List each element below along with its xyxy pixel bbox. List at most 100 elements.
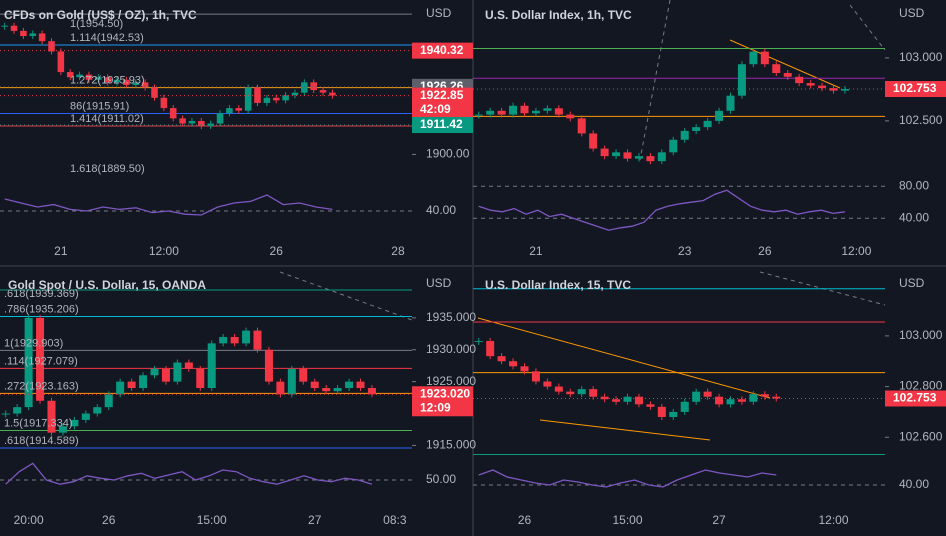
candle xyxy=(287,368,296,395)
candle xyxy=(141,82,149,88)
candle xyxy=(116,381,125,395)
candle xyxy=(623,396,632,402)
candle xyxy=(150,368,159,376)
y-tick-label: 1930.000 xyxy=(426,342,476,356)
candle xyxy=(219,336,228,344)
countdown: 42:09 xyxy=(420,102,451,116)
price-tag-label: 1940.32 xyxy=(420,43,464,57)
y-tick-label: 1935.000 xyxy=(426,310,476,324)
candle xyxy=(20,30,27,37)
fib-label: .786(1935.206) xyxy=(4,303,79,315)
candle xyxy=(242,330,251,344)
candle xyxy=(58,426,67,433)
plot-area xyxy=(0,13,412,130)
candle xyxy=(230,336,239,344)
price-tag xyxy=(412,117,473,134)
countdown: 12:09 xyxy=(420,400,451,414)
candle xyxy=(577,118,586,134)
candle xyxy=(93,407,102,414)
candle xyxy=(726,95,735,111)
plot-area xyxy=(0,289,412,449)
candle xyxy=(600,148,609,157)
y-tick-label: 1925.000 xyxy=(426,374,476,388)
candle xyxy=(772,64,781,74)
candle xyxy=(38,33,46,42)
y-tick-label: 1900.00 xyxy=(426,147,470,161)
fib-label: 1.414(1911.02) xyxy=(70,113,144,125)
candle xyxy=(646,156,655,162)
candle xyxy=(113,79,121,83)
x-tick-label: 15:00 xyxy=(197,513,227,527)
candle xyxy=(123,79,130,85)
x-tick-label: 28 xyxy=(391,244,405,258)
candle xyxy=(188,120,196,124)
candle xyxy=(703,120,712,128)
candle xyxy=(173,362,182,382)
candle xyxy=(235,108,243,111)
candle xyxy=(531,110,540,114)
candle xyxy=(497,110,506,115)
candle xyxy=(623,152,632,159)
candle xyxy=(66,72,74,78)
y-tick-label: 102.500 xyxy=(899,113,943,127)
candle xyxy=(486,340,495,357)
candle xyxy=(226,108,233,114)
axis-unit: USD xyxy=(899,6,925,20)
price-tag xyxy=(885,81,946,98)
candle xyxy=(310,381,319,389)
y-tick-label: 103.000 xyxy=(899,50,943,64)
x-tick-label: 26 xyxy=(518,513,532,527)
x-tick-label: 12:00 xyxy=(149,244,179,258)
x-tick-label: 26 xyxy=(758,244,772,258)
plot-area xyxy=(473,47,885,165)
candle xyxy=(310,82,317,91)
candle xyxy=(840,89,849,91)
candle xyxy=(263,97,271,103)
candle xyxy=(291,92,299,96)
oscillator-line xyxy=(478,189,845,231)
candle xyxy=(669,411,678,417)
candle xyxy=(577,389,586,395)
candle xyxy=(254,87,261,103)
trend-line xyxy=(477,317,771,399)
fib-label: .114(1927.079) xyxy=(4,355,78,367)
candle xyxy=(198,120,205,127)
candle xyxy=(104,77,111,83)
chart-title: U.S. Dollar Index, 15, TVC xyxy=(485,278,631,292)
candle xyxy=(749,51,758,65)
candle xyxy=(95,77,102,80)
oscillator-line xyxy=(4,194,333,216)
price-tag-label: 1923.020 xyxy=(420,386,470,400)
y-tick-label: 103.000 xyxy=(899,328,943,342)
panel: USD103.000102.5000.5(103.075)0.14(102.83… xyxy=(473,6,946,258)
candle xyxy=(244,87,252,111)
fib-label: .618(1914.589) xyxy=(4,435,79,447)
y-tick-label: 102.800 xyxy=(899,379,943,393)
candle xyxy=(207,343,216,389)
fib-label: 1.272(1925.93) xyxy=(70,75,145,87)
candle xyxy=(669,139,678,153)
candle xyxy=(589,133,598,149)
candle xyxy=(48,41,55,52)
candle xyxy=(612,152,621,157)
chart-title: U.S. Dollar Index, 1h, TVC xyxy=(485,8,632,22)
axis-unit: USD xyxy=(899,276,925,290)
price-tag xyxy=(412,87,473,118)
candle xyxy=(85,74,93,80)
candle xyxy=(497,356,506,362)
candle xyxy=(737,64,746,96)
candle xyxy=(36,317,45,401)
osc-tick-label: 40.00 xyxy=(899,477,929,491)
x-tick-label: 26 xyxy=(270,244,284,258)
price-tag-label: 102.753 xyxy=(893,81,937,95)
candle xyxy=(680,401,689,412)
candle xyxy=(772,396,781,399)
candle xyxy=(47,400,56,433)
candle xyxy=(795,76,804,84)
candle xyxy=(657,152,666,162)
candle xyxy=(520,105,529,114)
candle xyxy=(680,130,689,140)
candle xyxy=(566,391,575,395)
